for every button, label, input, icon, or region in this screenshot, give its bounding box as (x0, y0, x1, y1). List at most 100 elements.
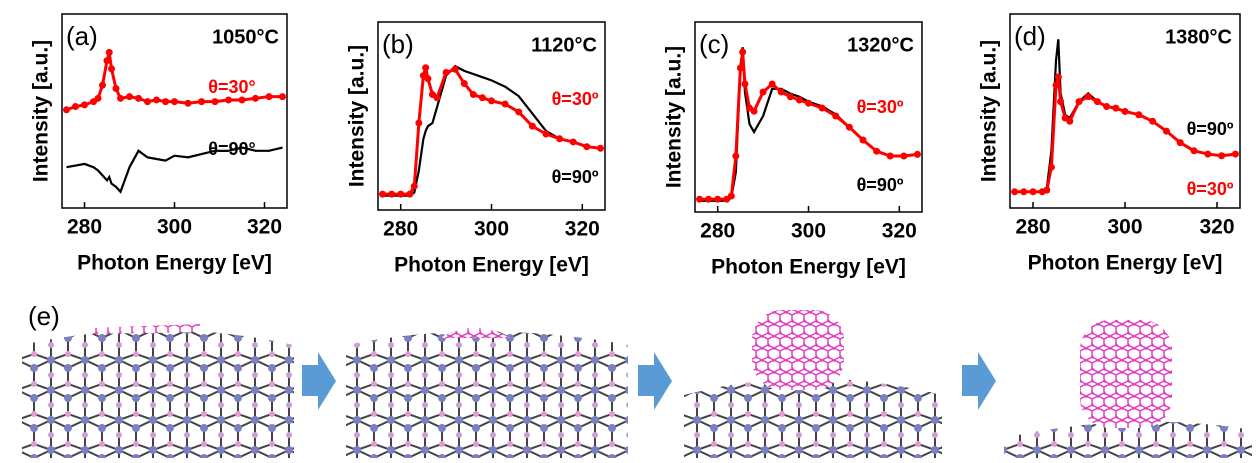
data-point (162, 98, 169, 105)
data-point (859, 137, 866, 144)
data-point (583, 143, 590, 150)
data-point (1043, 187, 1050, 194)
data-point (1094, 98, 1101, 105)
x-axis-label: Photon Energy [eV] (394, 254, 589, 277)
series-label: θ=30º (552, 89, 599, 109)
data-point (778, 89, 785, 96)
panel-label: (d) (1014, 21, 1046, 51)
data-point (198, 98, 205, 105)
data-point (570, 138, 577, 145)
data-point (1163, 128, 1170, 135)
panel-label: (b) (382, 29, 414, 59)
series-label: θ=30º (857, 97, 904, 117)
data-point (422, 64, 429, 71)
data-point (760, 89, 767, 96)
data-point (1191, 147, 1198, 154)
data-point (479, 94, 486, 101)
data-point (597, 145, 604, 152)
data-point (397, 191, 404, 198)
data-point (113, 85, 120, 92)
data-point (117, 95, 124, 102)
data-point (406, 191, 413, 198)
x-tick-label: 300 (157, 216, 192, 239)
data-point (388, 191, 395, 198)
panel-label: (e) (28, 301, 60, 331)
data-point (279, 93, 286, 100)
panel-label: (c) (699, 29, 729, 59)
data-point (529, 123, 536, 130)
data-point (1085, 93, 1092, 100)
x-tick-label: 320 (565, 218, 600, 241)
data-point (95, 95, 102, 102)
data-point (832, 113, 839, 120)
data-point (1055, 74, 1062, 81)
data-point (873, 148, 880, 155)
data-point (1112, 105, 1119, 112)
data-point (728, 193, 735, 200)
data-point (63, 106, 70, 113)
data-point (542, 131, 549, 138)
series-label: θ=90º (857, 175, 904, 195)
structure (1004, 320, 1252, 458)
data-point (900, 153, 907, 160)
data-point (1232, 151, 1239, 158)
data-point (751, 108, 758, 115)
data-point (819, 105, 826, 112)
data-point (411, 183, 418, 190)
data-point (805, 100, 812, 107)
data-point (515, 108, 522, 115)
data-point (1204, 151, 1211, 158)
temperature-label: 1050°C (212, 26, 279, 48)
data-point (415, 120, 422, 127)
data-point (769, 81, 776, 88)
data-point (1122, 108, 1129, 115)
temperature-label: 1120°C (531, 34, 597, 56)
data-point (1011, 188, 1018, 195)
series-label: θ=90° (208, 139, 255, 159)
data-point (1076, 98, 1083, 105)
data-point (144, 98, 151, 105)
data-point (434, 94, 441, 101)
x-tick-label: 280 (700, 220, 735, 243)
data-point (135, 95, 142, 102)
x-tick-label: 300 (474, 218, 509, 241)
data-point (1030, 188, 1037, 195)
data-point (104, 57, 111, 64)
panel-label: (a) (66, 21, 98, 51)
x-tick-label: 320 (1199, 216, 1234, 239)
data-point (72, 103, 79, 110)
data-point (1218, 152, 1225, 159)
series-label: θ=90º (552, 167, 599, 187)
x-tick-label: 320 (882, 220, 917, 243)
data-point (732, 153, 739, 160)
data-point (1020, 188, 1027, 195)
data-point (739, 49, 746, 56)
data-point (212, 98, 219, 105)
y-axis-label: Intensity [a.u.] (978, 40, 1001, 182)
data-point (1177, 139, 1184, 146)
x-axis-label: Photon Energy [eV] (1028, 252, 1223, 275)
data-point (239, 96, 246, 103)
arrow (302, 352, 336, 410)
data-point (1048, 164, 1055, 171)
data-point (108, 65, 115, 72)
series-line (1015, 39, 1236, 192)
arrow (962, 352, 996, 410)
x-tick-label: 280 (383, 218, 418, 241)
data-point (153, 96, 160, 103)
temperature-label: 1380°C (1165, 26, 1232, 48)
data-point (424, 75, 431, 82)
data-point (502, 101, 509, 108)
data-point (452, 66, 459, 73)
x-axis-label: Photon Energy [eV] (711, 256, 906, 279)
temperature-label: 1320°C (847, 34, 914, 56)
data-point (846, 124, 853, 131)
data-point (914, 151, 921, 158)
data-point (488, 97, 495, 104)
data-point (1057, 98, 1064, 105)
data-point (1135, 111, 1142, 118)
data-point (737, 65, 744, 72)
data-point (443, 69, 450, 76)
data-point (81, 101, 88, 108)
x-tick-label: 280 (67, 216, 102, 239)
